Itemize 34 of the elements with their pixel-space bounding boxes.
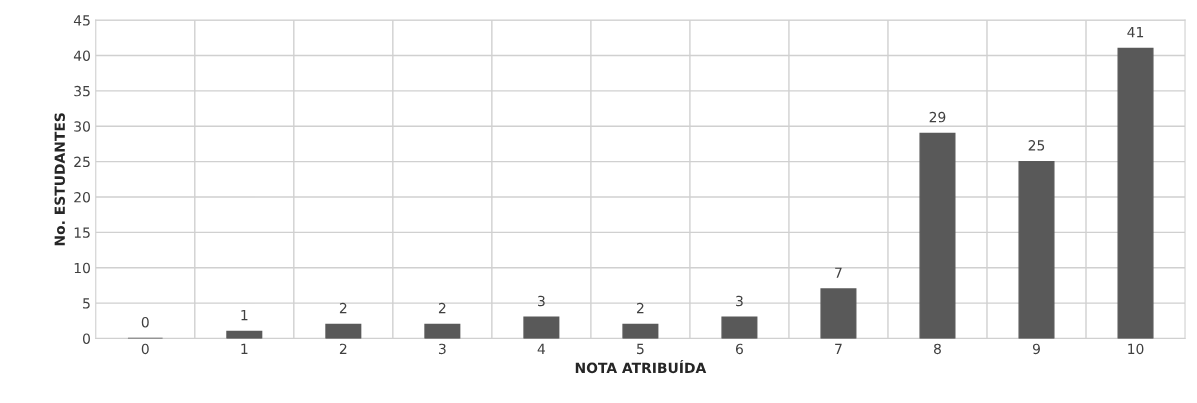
x-tick-label: 8 (933, 343, 941, 355)
data-label: 41 (1127, 27, 1144, 38)
x-tick-label: 5 (637, 343, 644, 355)
y-tick-label: 5 (83, 298, 90, 309)
x-tick-label: 7 (835, 343, 842, 354)
data-label: 1 (241, 310, 248, 321)
x-tick-label: 0 (141, 343, 149, 355)
y-tick-label: 25 (74, 156, 90, 168)
data-label: 3 (736, 295, 743, 307)
x-tick-label: 1 (241, 343, 248, 354)
data-label: 2 (339, 302, 347, 314)
y-tick-label: 30 (74, 121, 90, 132)
data-label: 2 (438, 302, 446, 314)
y-tick-label: 10 (74, 262, 90, 274)
data-label: 29 (929, 111, 946, 123)
y-tick-label: 0 (82, 333, 90, 344)
y-tick-label: 40 (73, 50, 90, 61)
y-tick-label: 45 (73, 15, 90, 26)
data-label: 25 (1028, 140, 1045, 151)
x-tick-label: 10 (1128, 343, 1144, 355)
data-label: 7 (835, 267, 842, 278)
data-label: 2 (636, 302, 644, 314)
x-tick-label: 6 (735, 343, 743, 355)
y-tick-label: 35 (74, 85, 90, 97)
x-tick-label: 2 (339, 343, 347, 354)
data-label: 3 (538, 295, 545, 307)
x-tick-label: 4 (537, 343, 546, 354)
y-tick-label: 20 (74, 191, 90, 203)
y-tick-label: 15 (74, 227, 90, 238)
y-axis-title: No. ESTUDANTES (54, 113, 65, 246)
x-axis-title: NOTA ATRIBUÍDA (575, 360, 707, 374)
x-tick-label: 9 (1032, 343, 1040, 355)
data-label: 0 (141, 316, 149, 328)
x-tick-label: 3 (438, 343, 446, 355)
